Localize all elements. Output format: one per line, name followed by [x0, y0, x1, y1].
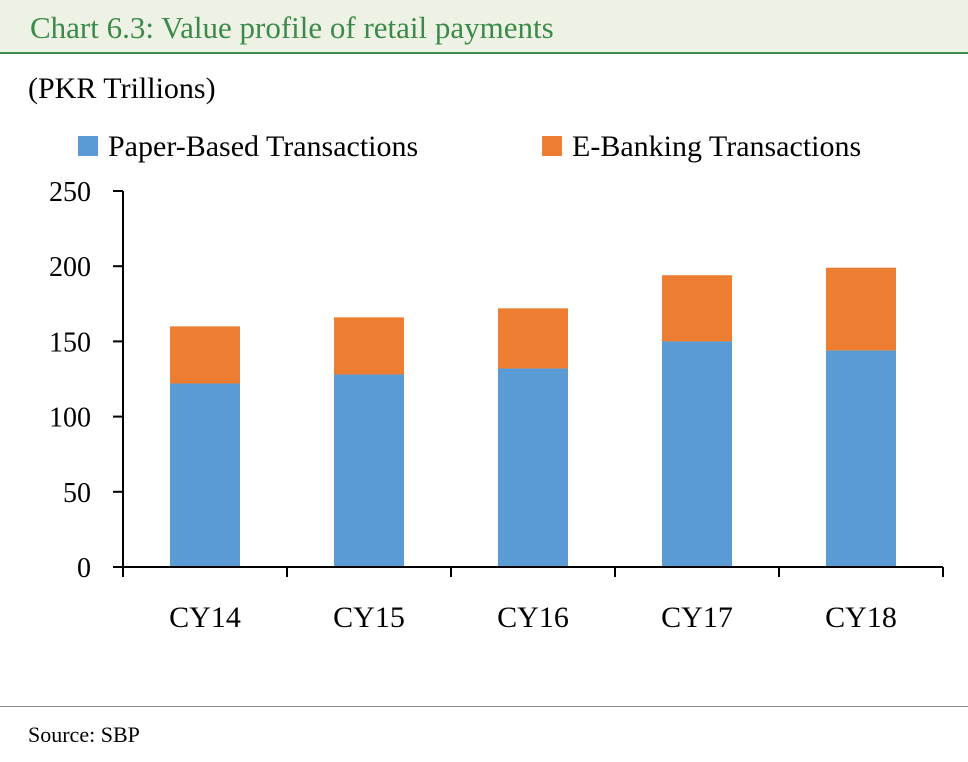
x-tick-label: CY17: [661, 601, 733, 634]
y-tick-label: 200: [49, 252, 91, 283]
chart-plot: Paper-Based Transactions E-Banking Transa…: [49, 130, 944, 634]
chart-title: Chart 6.3: Value profile of retail payme…: [30, 10, 554, 45]
y-tick-label: 250: [49, 177, 91, 208]
title-bar: [0, 0, 968, 52]
bar-paper-based: [826, 350, 896, 567]
bar-e-banking: [170, 326, 240, 384]
legend-label: Paper-Based Transactions: [108, 130, 418, 163]
x-tick-label: CY16: [497, 601, 569, 634]
bar-paper-based: [334, 374, 404, 567]
bar-e-banking: [826, 267, 896, 351]
x-tick-label: CY15: [333, 601, 405, 634]
source-divider: [0, 706, 968, 707]
source-note: Source: SBP: [28, 722, 140, 747]
x-tick-label: CY14: [169, 601, 241, 634]
y-tick-label: 50: [63, 478, 91, 509]
legend-swatch: [78, 136, 98, 156]
legend-swatch: [542, 136, 562, 156]
bar-paper-based: [498, 368, 568, 567]
y-tick-label: 0: [77, 553, 91, 584]
unit-label: (PKR Trillions): [28, 72, 216, 105]
bar-paper-based: [170, 383, 240, 567]
bar-e-banking: [334, 317, 404, 375]
bar-e-banking: [662, 275, 732, 342]
title-divider: [0, 52, 968, 54]
legend-label: E-Banking Transactions: [572, 130, 861, 163]
bar-paper-based: [662, 341, 732, 567]
bar-e-banking: [498, 308, 568, 369]
x-tick-label: CY18: [825, 601, 897, 634]
y-tick-label: 150: [49, 327, 91, 358]
y-tick-label: 100: [49, 403, 91, 434]
